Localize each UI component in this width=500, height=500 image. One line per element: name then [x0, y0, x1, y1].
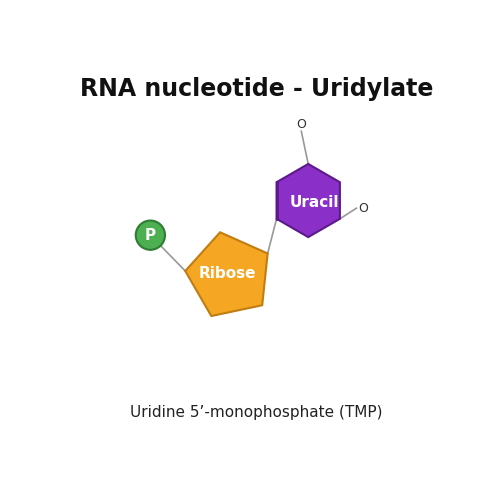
- Text: Uridine 5’-monophosphate (TMP): Uridine 5’-monophosphate (TMP): [130, 405, 382, 420]
- Text: Ribose: Ribose: [198, 266, 256, 281]
- Text: O: O: [296, 118, 306, 131]
- Text: P: P: [145, 228, 156, 242]
- Circle shape: [136, 220, 165, 250]
- Text: RNA nucleotide - Uridylate: RNA nucleotide - Uridylate: [80, 77, 433, 101]
- Text: Uracil: Uracil: [289, 195, 339, 210]
- Text: O: O: [358, 202, 368, 214]
- Polygon shape: [186, 232, 268, 316]
- Polygon shape: [276, 164, 340, 237]
